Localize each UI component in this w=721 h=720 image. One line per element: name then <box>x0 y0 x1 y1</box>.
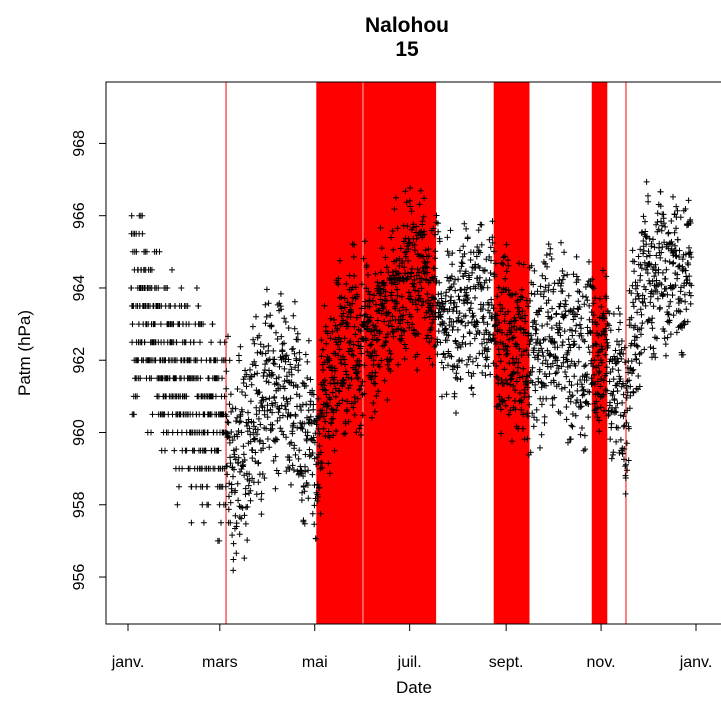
y-axis: 956 958 960 962 964 966 968 <box>71 130 106 590</box>
highlight-band <box>591 82 608 624</box>
data-point-markers <box>128 178 695 574</box>
y-tick-label: 956 <box>71 564 88 591</box>
chart-title: Nalohou <box>365 14 449 37</box>
x-tick-label: mai <box>302 654 328 671</box>
x-tick-label: juil. <box>397 654 422 671</box>
x-axis-label: Date <box>396 678 432 697</box>
x-tick-label: nov. <box>587 654 616 671</box>
y-tick-label: 966 <box>71 202 88 229</box>
chart-subtitle: 15 <box>395 38 419 61</box>
x-tick-label: janv. <box>111 654 145 671</box>
x-axis: janv. mars mai juil. sept. nov. janv. <box>111 624 713 671</box>
data-points <box>128 178 695 574</box>
y-tick-label: 958 <box>71 491 88 518</box>
x-tick-label: mars <box>202 654 238 671</box>
plot-frame <box>105 81 721 625</box>
y-tick-label: 964 <box>71 275 88 302</box>
y-tick-label: 962 <box>71 347 88 374</box>
y-tick-label: 960 <box>71 419 88 446</box>
x-tick-label: janv. <box>679 654 713 671</box>
x-tick-label: sept. <box>489 654 524 671</box>
highlight-band <box>316 82 363 624</box>
y-axis-label: Patm (hPa) <box>15 310 34 396</box>
y-tick-label: 968 <box>71 130 88 157</box>
